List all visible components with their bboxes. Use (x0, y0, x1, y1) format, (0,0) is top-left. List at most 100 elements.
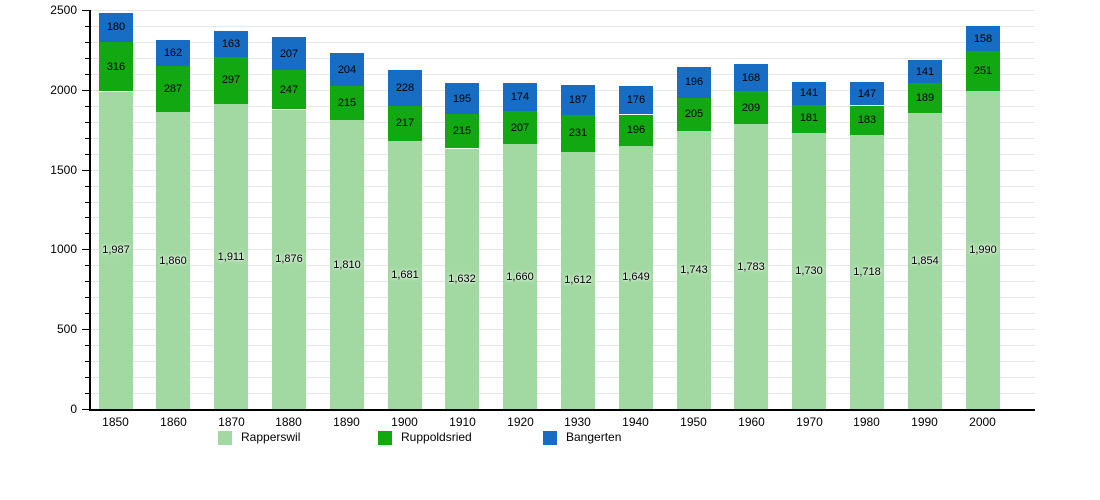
legend-label: Ruppoldsried (401, 430, 472, 444)
bar-segment-bangerten (272, 37, 306, 70)
bar-segment-rapperswil (792, 133, 826, 409)
bar-segment-bangerten (388, 70, 422, 106)
legend-item-rapperswil: Rapperswil (218, 430, 300, 445)
bar-segment-rapperswil (850, 135, 884, 409)
bar-value-label-rapperswil: 1,632 (448, 273, 476, 285)
y-axis-minor-tick (85, 58, 89, 59)
bar-segment-bangerten (966, 26, 1000, 51)
y-axis-minor-tick (85, 186, 89, 187)
y-axis-minor-tick (85, 106, 89, 107)
bar-segment-ruppoldsried (966, 51, 1000, 91)
bar-segment-ruppoldsried (734, 91, 768, 124)
y-axis-minor-tick (85, 233, 89, 234)
gridline (90, 74, 1035, 75)
bar-segment-ruppoldsried (850, 106, 884, 135)
bar-segment-bangerten (677, 67, 711, 98)
y-axis-tick-label: 1500 (50, 163, 77, 177)
x-axis-tick-label: 1970 (796, 415, 823, 429)
bar-segment-ruppoldsried (214, 57, 248, 104)
bar-value-label-ruppoldsried: 183 (857, 114, 877, 126)
bar-segment-rapperswil (156, 112, 190, 409)
bar-segment-bangerten (561, 85, 595, 115)
bar-value-label-bangerten: 195 (452, 93, 472, 105)
gridline (90, 26, 1035, 27)
bar-value-label-bangerten: 168 (741, 72, 761, 84)
bar-value-label-bangerten: 162 (163, 47, 183, 59)
gridline (90, 58, 1035, 59)
bar-segment-bangerten (445, 83, 479, 114)
y-axis-tick-label: 2500 (50, 3, 77, 17)
bar-segment-rapperswil (561, 152, 595, 409)
x-axis-tick-label: 1960 (738, 415, 765, 429)
bar-value-label-bangerten: 141 (799, 87, 819, 99)
bar-segment-rapperswil (330, 120, 364, 409)
bar-value-label-bangerten: 196 (684, 76, 704, 88)
y-axis-minor-tick (85, 265, 89, 266)
y-axis-major-tick (82, 90, 89, 91)
bar-segment-ruppoldsried (619, 115, 653, 146)
y-axis-minor-tick (85, 393, 89, 394)
bar-value-label-ruppoldsried: 209 (741, 102, 761, 114)
bar-value-label-rapperswil: 1,860 (159, 255, 187, 267)
y-axis-minor-tick (85, 281, 89, 282)
legend-swatch-rapperswil (218, 430, 232, 445)
y-axis-minor-tick (85, 42, 89, 43)
bar-value-label-rapperswil: 1,911 (217, 251, 245, 263)
legend-item-bangerten: Bangerten (543, 430, 621, 445)
bar-segment-rapperswil (734, 124, 768, 409)
bar-value-label-ruppoldsried: 247 (279, 84, 299, 96)
y-axis-tick-label: 0 (70, 402, 77, 416)
y-axis-minor-tick (85, 202, 89, 203)
x-axis-tick-label: 1950 (680, 415, 707, 429)
bar-value-label-ruppoldsried: 316 (106, 61, 126, 73)
bar-segment-ruppoldsried (330, 86, 364, 120)
bar-segment-rapperswil (99, 92, 133, 409)
bar-segment-ruppoldsried (561, 115, 595, 152)
gridline (90, 42, 1035, 43)
bar-value-label-bangerten: 158 (973, 33, 993, 45)
bar-value-label-ruppoldsried: 251 (973, 65, 993, 77)
y-axis-minor-tick (85, 377, 89, 378)
bar-value-label-rapperswil: 1,854 (911, 255, 939, 267)
x-axis-tick-label: 1890 (333, 415, 360, 429)
bar-segment-ruppoldsried (445, 114, 479, 148)
y-axis-minor-tick (85, 217, 89, 218)
bar-value-label-rapperswil: 1,990 (969, 244, 997, 256)
y-axis-minor-tick (85, 26, 89, 27)
bar-segment-rapperswil (503, 144, 537, 409)
y-axis-tick-label: 500 (56, 322, 77, 336)
bar-value-label-bangerten: 228 (395, 82, 415, 94)
bar-value-label-rapperswil: 1,718 (853, 266, 881, 278)
bar-value-label-rapperswil: 1,681 (391, 269, 419, 281)
bar-value-label-ruppoldsried: 215 (337, 97, 357, 109)
legend-item-ruppoldsried: Ruppoldsried (378, 430, 472, 445)
x-axis-tick-label: 1910 (449, 415, 476, 429)
x-axis-tick-label: 1900 (391, 415, 418, 429)
x-axis-tick-label: 2000 (969, 415, 996, 429)
y-axis-minor-tick (85, 313, 89, 314)
bar-value-label-ruppoldsried: 181 (799, 112, 819, 124)
gridline (90, 10, 1035, 11)
y-axis-major-tick (82, 329, 89, 330)
x-axis-tick-label: 1930 (564, 415, 591, 429)
bar-value-label-bangerten: 163 (221, 38, 241, 50)
x-axis-tick-label: 1920 (507, 415, 534, 429)
y-axis-minor-tick (85, 361, 89, 362)
bar-segment-bangerten (792, 82, 826, 105)
y-axis-tick-label: 2000 (50, 83, 77, 97)
bar-segment-rapperswil (272, 110, 306, 409)
bar-segment-ruppoldsried (272, 70, 306, 109)
legend-swatch-ruppoldsried (378, 430, 392, 445)
x-axis-tick-label: 1880 (275, 415, 302, 429)
bar-value-label-ruppoldsried: 215 (452, 125, 472, 137)
y-axis-tick-label: 1000 (50, 242, 77, 256)
bar-value-label-bangerten: 147 (857, 88, 877, 100)
y-axis-major-tick (82, 409, 89, 410)
x-axis-tick-label: 1990 (911, 415, 938, 429)
bar-value-label-bangerten: 204 (337, 64, 357, 76)
bar-segment-bangerten (619, 86, 653, 114)
bar-value-label-bangerten: 180 (106, 21, 126, 33)
bar-value-label-rapperswil: 1,649 (622, 271, 650, 283)
bar-segment-rapperswil (445, 149, 479, 409)
